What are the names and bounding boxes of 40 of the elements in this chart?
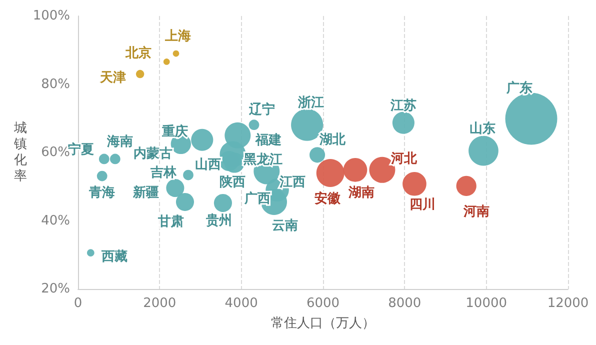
annotation: 四川 (409, 197, 436, 212)
annotation: 内蒙古 (133, 145, 172, 162)
annotation: 福建 (254, 132, 282, 148)
annotation: 辽宁 (248, 101, 275, 118)
annotation: 山东 (469, 120, 496, 136)
y-tick-label: 20% (41, 282, 70, 296)
annotation: 浙江 (297, 95, 324, 110)
annotation: 广东 (505, 80, 532, 96)
x-tick-label: 2000 (143, 296, 176, 311)
x-tick-label: 8000 (388, 296, 422, 311)
annotation: 贵州 (204, 212, 232, 229)
annotation: 甘肃 (156, 214, 184, 230)
y-tick-label: 100% (32, 8, 70, 24)
annotation: 宁夏 (68, 141, 94, 158)
annotation: 西藏 (100, 248, 128, 264)
annotation: 青海 (88, 186, 116, 201)
annotation: 湖北 (318, 132, 346, 148)
annotation: 上海 (164, 29, 191, 44)
y-tick-label: 80% (41, 76, 70, 92)
x-tick-label: 10000 (466, 296, 508, 311)
annotation: 山西 (195, 158, 222, 173)
annotation: 云南 (272, 218, 298, 234)
annotation: 吉林 (149, 166, 178, 181)
y-tick-label: 40% (41, 213, 70, 228)
annotation: 海南 (106, 134, 134, 150)
x-tick-label: 4000 (224, 296, 258, 311)
x-tick-label: 12000 (547, 296, 589, 311)
x-tick-label: 0 (74, 296, 82, 311)
x-tick-label: 6000 (306, 296, 340, 311)
annotation: 天津 (99, 70, 126, 86)
annotation: 河南 (462, 204, 490, 220)
annotation: 新疆 (132, 184, 160, 200)
annotation: 陕西 (219, 175, 246, 190)
annotation: 河北 (390, 151, 418, 166)
annotation: 北京 (124, 45, 152, 62)
annotation: 安徽 (314, 190, 342, 206)
annotation: 江苏 (389, 98, 416, 114)
annotation: 湖南 (347, 185, 374, 200)
y-axis-title: 城镇化率 (12, 121, 27, 184)
x-axis-title: 常住人口（万人） (271, 316, 375, 331)
